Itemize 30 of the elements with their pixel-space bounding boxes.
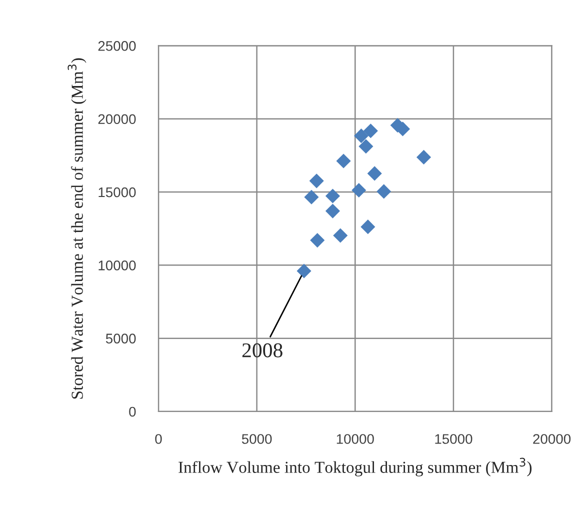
- y-tick-label: 15000: [98, 187, 136, 198]
- point: [325, 188, 340, 204]
- point: [354, 128, 369, 144]
- x-tick-label: 0: [155, 434, 162, 444]
- x-axis-title: Inflow Volume into Toktogul during summer (Mm$^{3}$): [178, 458, 532, 476]
- point: [352, 182, 366, 198]
- annotation: 2008: [242, 343, 282, 358]
- point: [296, 264, 312, 278]
- x-tick-label: 5000: [242, 434, 272, 444]
- x-tick-label: 10000: [336, 434, 374, 444]
- point: [416, 150, 432, 164]
- point: [376, 184, 392, 199]
- point: [336, 154, 351, 168]
- y-tick-label: 20000: [98, 114, 136, 124]
- point: [310, 233, 325, 248]
- x-tick-label: 20000: [533, 434, 571, 444]
- point: [333, 228, 348, 243]
- point: [358, 139, 374, 154]
- y-tick-label: 0: [129, 406, 136, 417]
- y-axis-title: Stored Water Volume at the end of summer (Mm$^{3}$): [68, 58, 86, 399]
- x-tick-label: 15000: [435, 434, 472, 444]
- y-tick-label: 10000: [98, 260, 136, 270]
- point: [304, 190, 319, 204]
- point: [360, 220, 376, 234]
- point: [325, 204, 340, 218]
- point: [309, 174, 324, 188]
- point: [367, 166, 382, 181]
- point: [363, 124, 378, 138]
- y-tick-label: 5000: [106, 334, 136, 344]
- y-tick-label: 25000: [98, 41, 136, 51]
